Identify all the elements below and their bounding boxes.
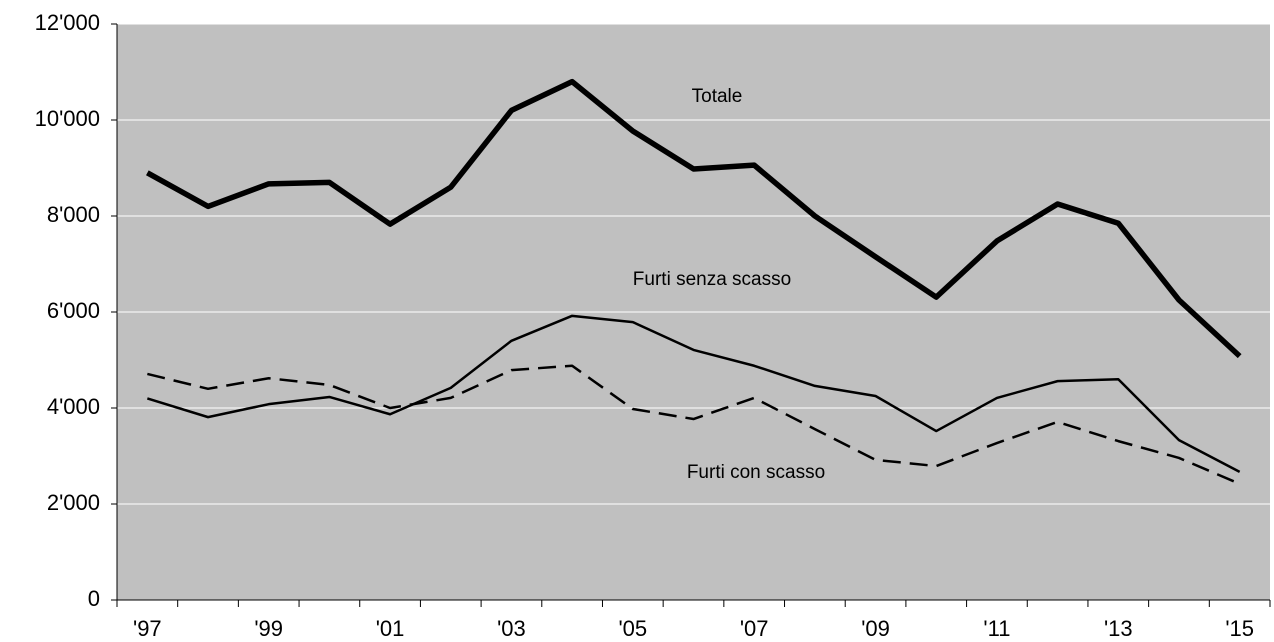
y-tick-label: 0 (88, 586, 100, 611)
series-label: Furti senza scasso (633, 269, 791, 290)
y-tick-label: 4'000 (47, 394, 100, 419)
series-line (146, 314, 1241, 473)
y-tick-label: 2'000 (47, 490, 100, 515)
series-line (147, 364, 1241, 485)
y-tick-label: 12'000 (35, 10, 100, 35)
x-tick-label: '13 (1104, 616, 1133, 641)
x-tick-label: '11 (983, 616, 1010, 641)
x-tick-label: '05 (618, 616, 647, 641)
x-tick-label: '07 (740, 616, 769, 641)
x-tick-label: '03 (497, 616, 526, 641)
x-tick-label: '97 (133, 616, 162, 641)
y-tick-label: 6'000 (47, 298, 100, 323)
x-tick-label: '15 (1225, 616, 1254, 641)
series-label: Totale (692, 86, 743, 107)
series-line (146, 78, 1242, 359)
y-tick-label: 8'000 (47, 202, 100, 227)
y-tick-label: 10'000 (35, 106, 100, 131)
x-tick-label: '09 (861, 616, 890, 641)
x-tick-label: '99 (254, 616, 283, 641)
x-tick-label: '01 (376, 616, 405, 641)
series-label: Furti con scasso (687, 462, 825, 483)
